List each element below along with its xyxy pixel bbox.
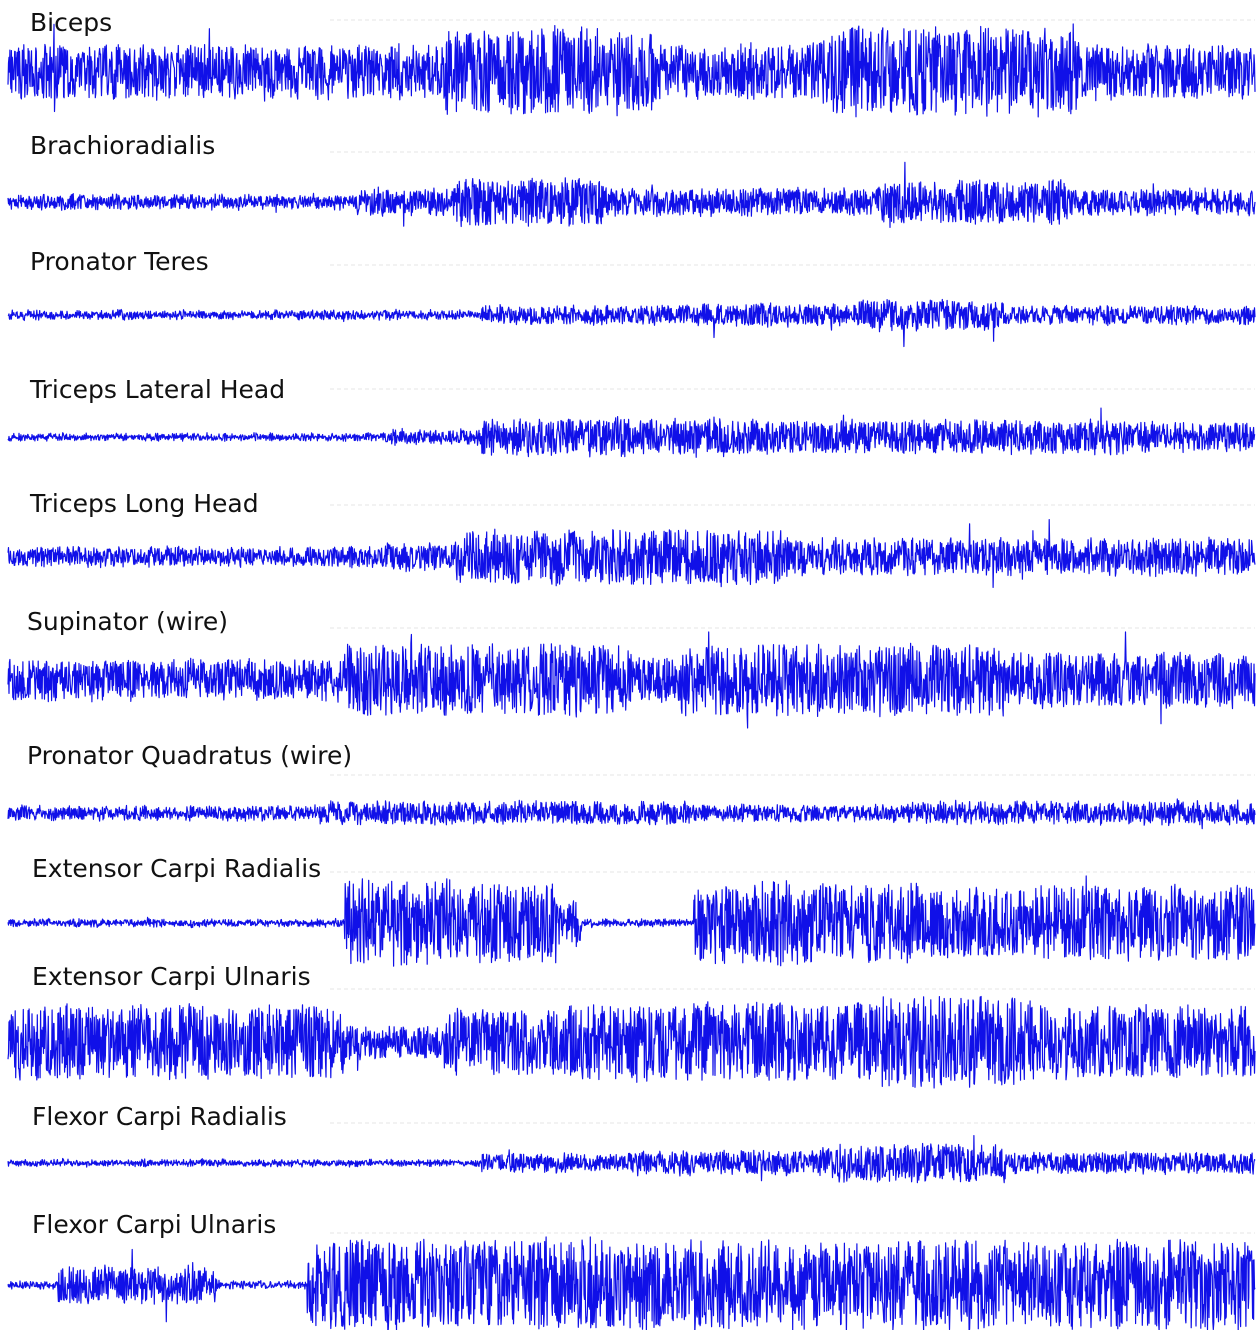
emg-trace-supinator-wire: [7, 631, 1256, 729]
label-supinator-wire: Supinator (wire): [27, 607, 228, 636]
signal-traces: [7, 23, 1256, 1330]
emg-trace-flexor-carpi-radialis: [7, 1135, 1256, 1184]
emg-trace-triceps-long-head: [7, 519, 1256, 588]
label-flexor-carpi-radialis: Flexor Carpi Radialis: [32, 1102, 287, 1131]
emg-trace-pronator-quadratus-wire: [7, 798, 1256, 830]
emg-trace-biceps: [7, 23, 1256, 118]
label-triceps-lateral-head: Triceps Lateral Head: [29, 375, 285, 404]
label-pronator-quadratus-wire: Pronator Quadratus (wire): [27, 741, 352, 770]
guide-lines: [330, 19, 1255, 1234]
label-triceps-long-head: Triceps Long Head: [29, 489, 259, 518]
emg-trace-flexor-carpi-ulnaris: [7, 1236, 1256, 1330]
label-extensor-carpi-radialis: Extensor Carpi Radialis: [32, 854, 321, 883]
label-extensor-carpi-ulnaris: Extensor Carpi Ulnaris: [32, 962, 311, 991]
emg-trace-extensor-carpi-radialis: [7, 875, 1256, 967]
label-pronator-teres: Pronator Teres: [30, 247, 209, 276]
emg-trace-triceps-lateral-head: [7, 407, 1256, 458]
label-brachioradialis: Brachioradialis: [30, 131, 215, 160]
label-flexor-carpi-ulnaris: Flexor Carpi Ulnaris: [32, 1210, 276, 1239]
channel-labels: Biceps Brachioradialis Pronator Teres Tr…: [27, 8, 352, 1239]
label-biceps: Biceps: [30, 8, 112, 37]
emg-trace-extensor-carpi-ulnaris: [7, 995, 1256, 1089]
emg-trace-pronator-teres: [7, 298, 1256, 348]
emg-trace-brachioradialis: [7, 161, 1256, 228]
